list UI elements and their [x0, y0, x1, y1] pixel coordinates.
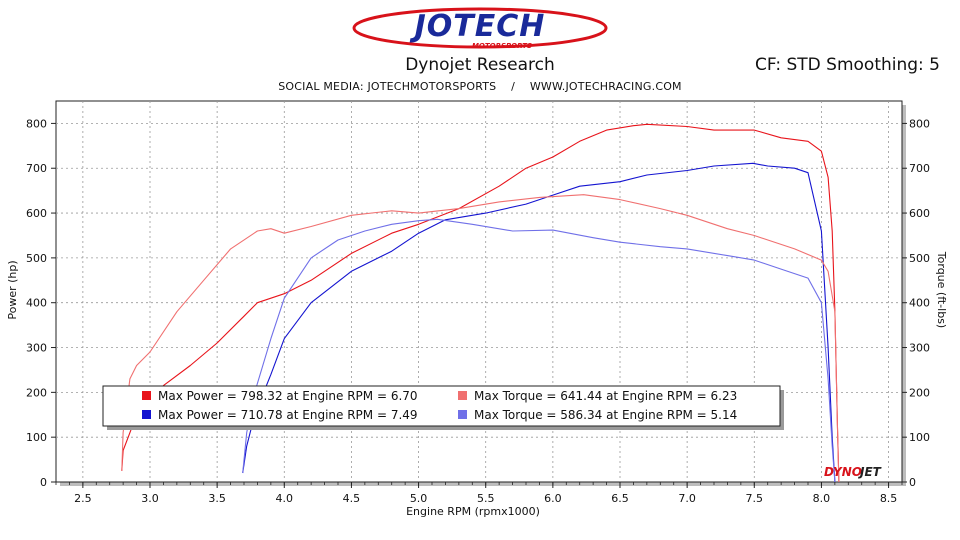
watermark-dyno: DYNO: [824, 465, 862, 479]
legend-entry-1: Max Power = 710.78 at Engine RPM = 7.49: [158, 408, 418, 422]
series-curve-0: [121, 123, 840, 483]
series-curves: [121, 123, 840, 483]
legend-entry-0: Max Power = 798.32 at Engine RPM = 6.70: [158, 389, 418, 403]
y-left-tick-label-5: 500: [26, 252, 47, 265]
x-tick-label-10: 7.5: [746, 492, 764, 505]
x-tick-label-11: 8.0: [813, 492, 831, 505]
x-axis-ticks: 2.5 3.0 3.5 4.0 4.5 5.0 5.5 6.0 6.5 7.0 7.5 8.0 8.5: [55, 482, 903, 505]
y-left-tick-label-0: 0: [40, 476, 47, 489]
y-left-tick-label-7: 700: [26, 162, 47, 175]
legend-swatch-2: [458, 391, 467, 400]
chart-title: Dynojet Research: [405, 55, 555, 75]
x-tick-label-9: 7.0: [678, 492, 696, 505]
x-tick-label-8: 6.5: [611, 492, 629, 505]
legend-swatch-0: [142, 391, 151, 400]
social-media-line: SOCIAL MEDIA: JOTECHMOTORSPORTS / WWW.JO…: [278, 80, 682, 93]
legend-swatch-1: [142, 410, 151, 419]
legend-swatch-3: [458, 410, 467, 419]
x-tick-label-7: 6.0: [544, 492, 562, 505]
y-axis-label-right: Torque (ft-lbs): [935, 251, 948, 328]
y-left-tick-label-6: 600: [26, 207, 47, 220]
y-left-tick-label-8: 800: [26, 117, 47, 130]
x-axis-label: Engine RPM (rpmx1000): [406, 505, 540, 518]
legend-entry-2: Max Torque = 641.44 at Engine RPM = 6.23: [474, 389, 737, 403]
y-axis-label-left: Power (hp): [6, 260, 19, 319]
x-tick-label-0: 2.5: [74, 492, 92, 505]
y-left-tick-label-1: 100: [26, 431, 47, 444]
x-tick-label-3: 4.0: [276, 492, 294, 505]
series-curve-1: [242, 162, 836, 483]
watermark-jet: JET: [858, 465, 882, 479]
y-right-tick-label-8: 800: [909, 117, 930, 130]
x-tick-label-12: 8.5: [880, 492, 898, 505]
x-tick-label-5: 5.0: [410, 492, 428, 505]
y-left-tick-label-2: 200: [26, 386, 47, 399]
y-right-tick-label-4: 400: [909, 297, 930, 310]
y-right-tick-label-7: 700: [909, 162, 930, 175]
legend-box: [102, 385, 781, 427]
y-right-tick-label-6: 600: [909, 207, 930, 220]
jotech-logo: JOTECH MOTORSPORTS: [352, 7, 608, 50]
y-left-tick-label-4: 400: [26, 297, 47, 310]
grid-lines: [56, 101, 902, 482]
legend-entry-3: Max Torque = 586.34 at Engine RPM = 5.14: [474, 408, 737, 422]
y-right-tick-label-5: 500: [909, 252, 930, 265]
logo-text: JOTECH: [410, 9, 546, 44]
y-right-tick-label-3: 300: [909, 342, 930, 355]
series-curve-2: [121, 194, 840, 483]
x-tick-label-4: 4.5: [343, 492, 361, 505]
x-tick-label-1: 3.0: [141, 492, 159, 505]
y-left-tick-label-3: 300: [26, 342, 47, 355]
legend: Max Power = 798.32 at Engine RPM = 6.70 …: [102, 385, 784, 430]
y-right-tick-label-2: 200: [909, 386, 930, 399]
logo-subtext: MOTORSPORTS: [472, 42, 532, 50]
logo-swoosh: [352, 7, 608, 49]
dynojet-watermark: DYNO JET: [824, 465, 882, 479]
y-right-tick-label-0: 0: [909, 476, 916, 489]
cf-smoothing-label: CF: STD Smoothing: 5: [755, 55, 940, 75]
y-right-tick-label-1: 100: [909, 431, 930, 444]
x-tick-label-6: 5.5: [477, 492, 495, 505]
series-curve-3: [242, 218, 836, 483]
y-axis-right-ticks: 0 100 200 300 400 500 600 700 800: [902, 117, 930, 489]
x-tick-label-2: 3.5: [208, 492, 226, 505]
y-axis-left-ticks: 0 100 200 300 400 500 600 700 800: [26, 117, 56, 489]
